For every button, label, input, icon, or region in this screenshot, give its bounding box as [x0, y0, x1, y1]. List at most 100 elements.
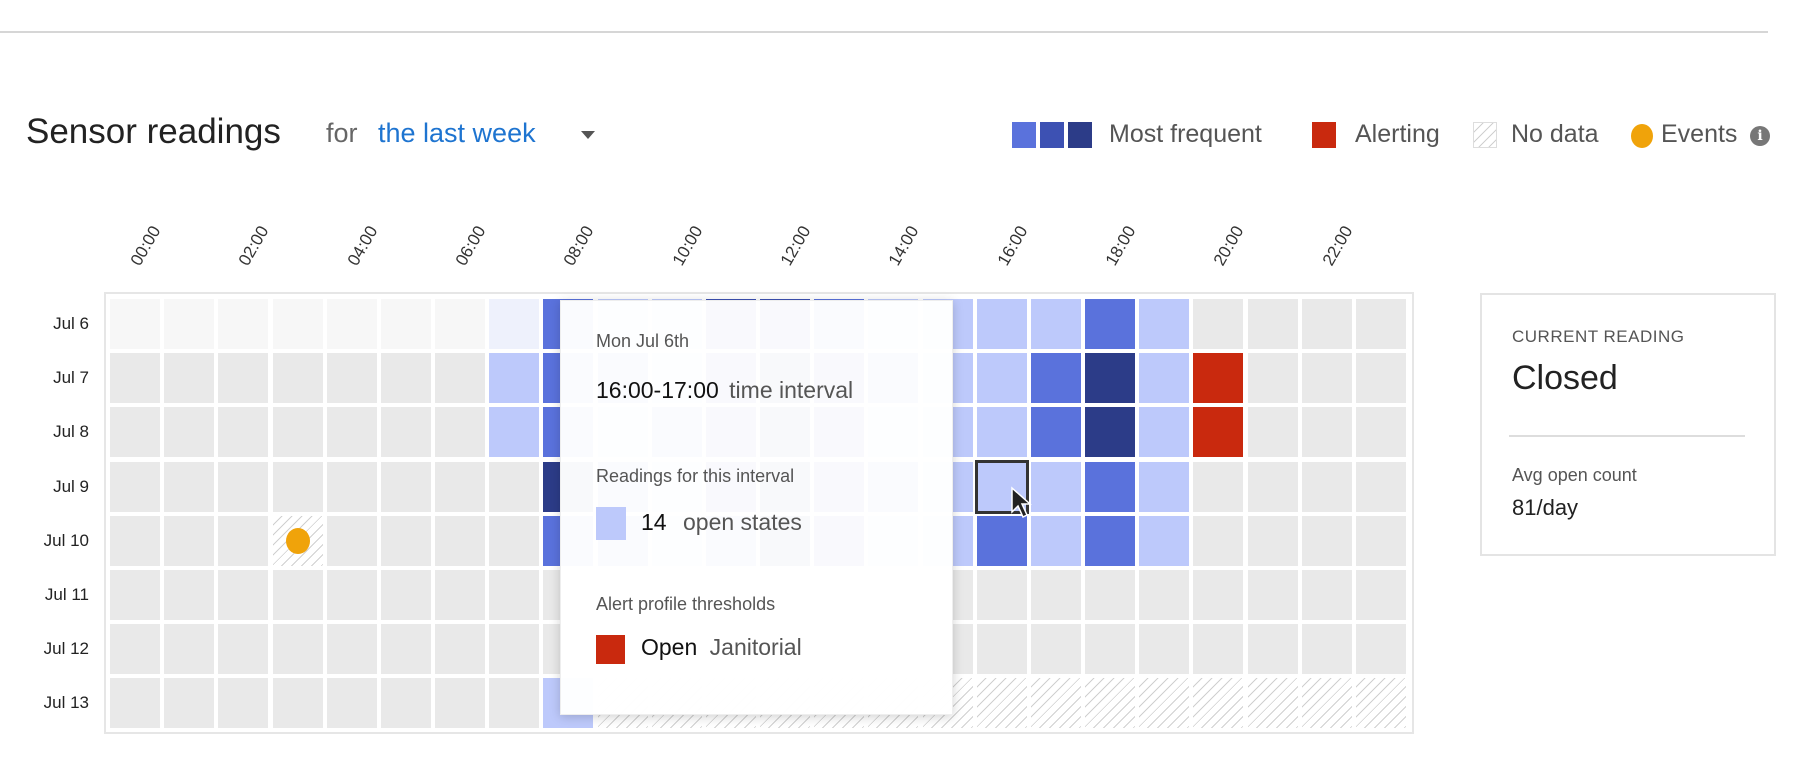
heatmap-cell[interactable]	[1193, 461, 1244, 512]
heatmap-cell[interactable]	[164, 569, 215, 620]
heatmap-cell[interactable]	[110, 515, 160, 566]
heatmap-cell[interactable]	[1247, 299, 1298, 349]
heatmap-cell[interactable]	[1355, 569, 1406, 620]
heatmap-cell[interactable]	[435, 569, 486, 620]
heatmap-cell[interactable]	[976, 678, 1027, 729]
heatmap-cell[interactable]	[976, 624, 1027, 675]
heatmap-cell[interactable]	[489, 461, 540, 512]
heatmap-cell[interactable]	[1247, 678, 1298, 729]
heatmap-cell[interactable]	[435, 515, 486, 566]
heatmap-cell[interactable]	[1247, 353, 1298, 404]
heatmap-cell[interactable]	[380, 515, 431, 566]
heatmap-cell[interactable]	[1139, 461, 1190, 512]
heatmap-cell[interactable]	[435, 678, 486, 729]
heatmap-cell[interactable]	[1301, 299, 1352, 349]
heatmap-cell[interactable]	[164, 678, 215, 729]
heatmap-cell[interactable]	[435, 407, 486, 458]
heatmap-cell[interactable]	[272, 678, 323, 729]
heatmap-cell[interactable]	[218, 353, 269, 404]
heatmap-cell[interactable]	[1030, 569, 1081, 620]
heatmap-cell[interactable]	[1193, 407, 1244, 458]
heatmap-cell[interactable]	[435, 299, 486, 349]
heatmap-cell[interactable]	[976, 299, 1027, 349]
heatmap-cell[interactable]	[326, 515, 377, 566]
heatmap-cell[interactable]	[1355, 407, 1406, 458]
heatmap-cell[interactable]	[110, 461, 160, 512]
heatmap-cell[interactable]	[1355, 299, 1406, 349]
heatmap-cell[interactable]	[1247, 515, 1298, 566]
heatmap-cell[interactable]	[272, 461, 323, 512]
chevron-down-icon[interactable]	[581, 131, 595, 139]
heatmap-cell[interactable]	[1193, 353, 1244, 404]
heatmap-cell[interactable]	[218, 299, 269, 349]
heatmap-cell[interactable]	[272, 407, 323, 458]
heatmap-cell[interactable]	[489, 569, 540, 620]
heatmap-cell[interactable]	[976, 407, 1027, 458]
heatmap-cell[interactable]	[1193, 678, 1244, 729]
heatmap-cell[interactable]	[110, 299, 160, 349]
heatmap-cell[interactable]	[164, 299, 215, 349]
heatmap-cell[interactable]	[1139, 515, 1190, 566]
heatmap-cell[interactable]	[326, 353, 377, 404]
heatmap-cell[interactable]	[1139, 624, 1190, 675]
heatmap-cell[interactable]	[164, 624, 215, 675]
heatmap-cell[interactable]	[110, 678, 160, 729]
heatmap-cell[interactable]	[1139, 407, 1190, 458]
heatmap-cell[interactable]	[1139, 299, 1190, 349]
heatmap-cell[interactable]	[1030, 461, 1081, 512]
heatmap-cell[interactable]	[1247, 407, 1298, 458]
heatmap-cell[interactable]	[1085, 515, 1136, 566]
heatmap-cell[interactable]	[380, 678, 431, 729]
heatmap-cell[interactable]	[1247, 624, 1298, 675]
heatmap-cell[interactable]	[435, 353, 486, 404]
heatmap-cell[interactable]	[218, 407, 269, 458]
heatmap-cell[interactable]	[489, 299, 540, 349]
heatmap-cell[interactable]	[164, 353, 215, 404]
heatmap-cell[interactable]	[110, 624, 160, 675]
heatmap-cell[interactable]	[1085, 353, 1136, 404]
heatmap-cell[interactable]	[1301, 678, 1352, 729]
info-icon[interactable]: i	[1750, 126, 1770, 146]
heatmap-cell[interactable]	[164, 407, 215, 458]
heatmap-cell[interactable]	[1193, 299, 1244, 349]
heatmap-cell[interactable]	[380, 407, 431, 458]
heatmap-cell[interactable]	[489, 353, 540, 404]
heatmap-cell[interactable]	[326, 407, 377, 458]
heatmap-cell[interactable]	[1030, 515, 1081, 566]
heatmap-cell[interactable]	[110, 569, 160, 620]
heatmap-cell[interactable]	[1247, 569, 1298, 620]
heatmap-cell[interactable]	[326, 569, 377, 620]
heatmap-cell[interactable]	[1355, 515, 1406, 566]
heatmap-cell[interactable]	[326, 461, 377, 512]
time-range-dropdown[interactable]: the last week	[378, 118, 536, 148]
heatmap-cell[interactable]	[1030, 353, 1081, 404]
heatmap-cell[interactable]	[218, 461, 269, 512]
heatmap-cell[interactable]	[326, 299, 377, 349]
heatmap-cell[interactable]	[1355, 678, 1406, 729]
heatmap-cell[interactable]	[976, 569, 1027, 620]
heatmap-cell[interactable]	[1085, 299, 1136, 349]
heatmap-cell[interactable]	[380, 353, 431, 404]
heatmap-cell[interactable]	[110, 407, 160, 458]
heatmap-cell[interactable]	[380, 461, 431, 512]
heatmap-cell[interactable]	[1355, 624, 1406, 675]
heatmap-cell[interactable]	[489, 624, 540, 675]
heatmap-cell[interactable]	[976, 515, 1027, 566]
heatmap-cell[interactable]	[435, 461, 486, 512]
heatmap-cell[interactable]	[1139, 678, 1190, 729]
heatmap-cell[interactable]	[326, 624, 377, 675]
heatmap-cell[interactable]	[164, 515, 215, 566]
heatmap-cell[interactable]	[218, 678, 269, 729]
heatmap-cell[interactable]	[218, 515, 269, 566]
heatmap-cell[interactable]	[164, 461, 215, 512]
heatmap-cell[interactable]	[1301, 515, 1352, 566]
heatmap-cell[interactable]	[1193, 624, 1244, 675]
heatmap-cell[interactable]	[326, 678, 377, 729]
heatmap-cell[interactable]	[1193, 515, 1244, 566]
heatmap-cell[interactable]	[1030, 299, 1081, 349]
heatmap-cell[interactable]	[489, 407, 540, 458]
heatmap-cell[interactable]	[272, 624, 323, 675]
heatmap-cell[interactable]	[1139, 353, 1190, 404]
heatmap-cell[interactable]	[976, 353, 1027, 404]
heatmap-cell[interactable]	[489, 515, 540, 566]
